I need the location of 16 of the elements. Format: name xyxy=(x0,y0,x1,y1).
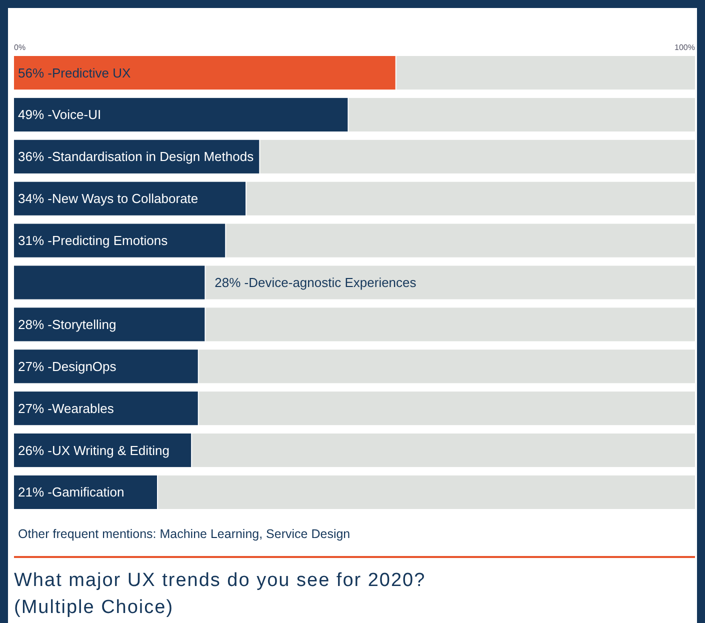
text: (Multiple Choice) xyxy=(14,597,174,618)
x-tick-label: 0% xyxy=(14,43,26,52)
y-tick-label: 34% -New Ways to Collaborate xyxy=(18,191,198,206)
y-tick-label: 21% -Gamification xyxy=(18,484,124,500)
y-tick-label: 27% -DesignOps xyxy=(18,358,117,374)
y-tick-label: 28% -Device-agnostic Experiences xyxy=(214,275,417,290)
text: Other frequent mentions: Machine Learning, Service Design xyxy=(18,527,350,541)
text: What major UX trends do you see for 2020? xyxy=(14,570,426,591)
x-tick-label: 100% xyxy=(674,43,695,52)
y-tick-label: 49% -Voice-UI xyxy=(18,107,102,122)
y-tick-label: 36% -Standardisation in Design Methods xyxy=(18,149,254,164)
y-tick-label: 31% -Predicting Emotions xyxy=(18,233,168,248)
y-tick-label: 56% -Predictive UX xyxy=(18,65,132,80)
y-tick-label: 27% -Wearables xyxy=(18,400,114,416)
y-tick-label: 26% -UX Writing & Editing xyxy=(18,442,170,458)
y-tick-label: 28% -Storytelling xyxy=(18,316,116,332)
